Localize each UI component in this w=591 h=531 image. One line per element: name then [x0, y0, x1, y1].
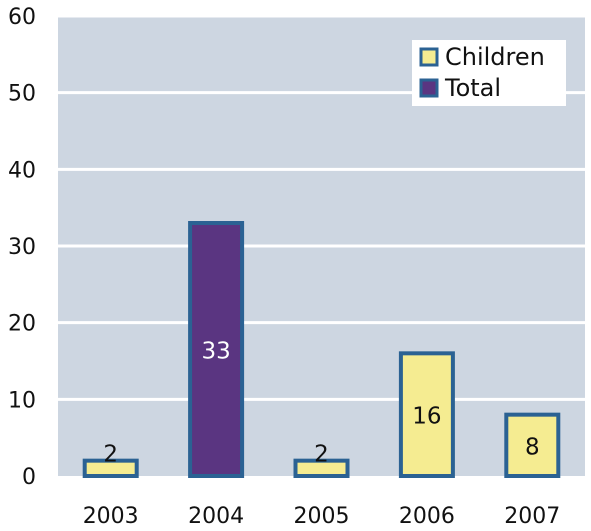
- y-tick-label: 40: [8, 158, 36, 183]
- bars: 2 33 2 16 8: [82, 221, 561, 479]
- bar-2004: [188, 221, 245, 478]
- bar-value-label: 8: [525, 434, 540, 460]
- x-axis-ticks: 2003 2004 2005 2006 2007: [83, 504, 561, 529]
- bar-2005: [293, 458, 350, 478]
- bar-value-label: 2: [103, 442, 118, 468]
- x-tick-label: 2004: [188, 504, 244, 529]
- bar-value-label: 2: [314, 442, 329, 468]
- bar-value-label: 16: [412, 404, 441, 430]
- legend-swatch-children: [419, 47, 439, 67]
- x-tick-label: 2003: [83, 504, 139, 529]
- bar-2006: [398, 351, 455, 479]
- legend-label: Total: [444, 74, 501, 102]
- legend-swatch-total: [419, 78, 439, 98]
- x-tick-label: 2006: [399, 504, 455, 529]
- legend: Children Total: [412, 40, 566, 106]
- x-tick-label: 2005: [294, 504, 350, 529]
- bar-2007: [504, 412, 561, 478]
- bar-2003: [82, 458, 139, 478]
- y-tick-label: 60: [8, 5, 36, 30]
- bar-value-label: 33: [201, 339, 230, 365]
- y-tick-label: 20: [8, 312, 36, 337]
- legend-label: Children: [445, 43, 545, 71]
- y-tick-label: 50: [8, 82, 36, 107]
- x-tick-label: 2007: [504, 504, 560, 529]
- y-tick-label: 10: [8, 388, 36, 413]
- y-axis-ticks: 0 10 20 30 40 50 60: [8, 5, 36, 490]
- y-tick-label: 0: [22, 465, 36, 490]
- y-tick-label: 30: [8, 235, 36, 260]
- gridlines: [58, 14, 585, 401]
